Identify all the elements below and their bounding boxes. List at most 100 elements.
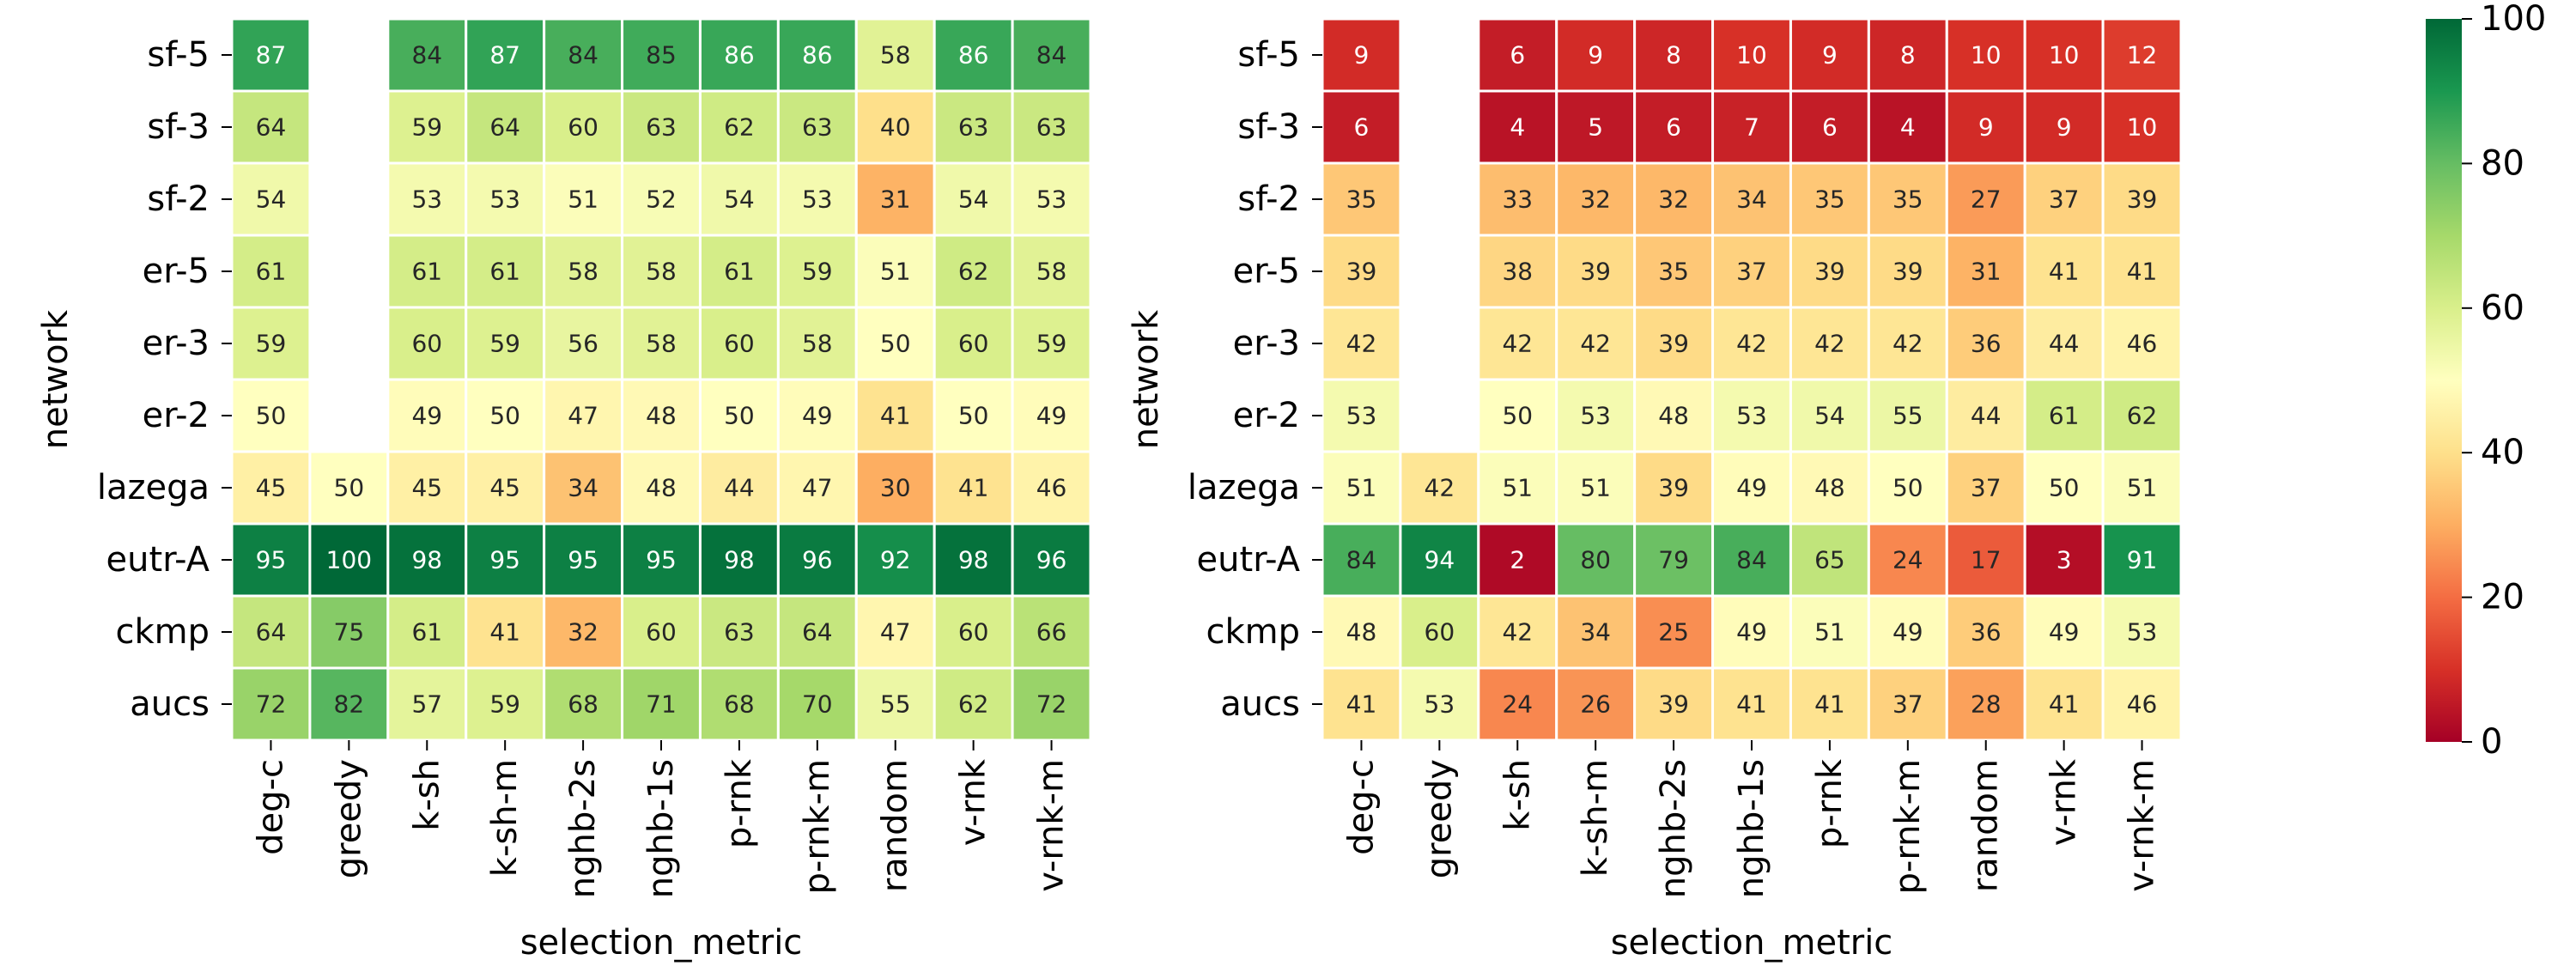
- heatmap-cell: [776, 234, 858, 309]
- cell-value-label: 4: [1510, 113, 1525, 142]
- cell-value-label: 63: [958, 113, 989, 142]
- heatmap-cell: [854, 17, 936, 93]
- heatmap-cell: [465, 666, 546, 742]
- cell-value-label: 41: [1814, 690, 1845, 719]
- heatmap-cell: [698, 378, 780, 453]
- cell-value-label: 84: [1736, 546, 1767, 574]
- heatmap-cell: [2101, 522, 2183, 598]
- cell-value-label: 39: [1658, 690, 1689, 719]
- heatmap-cell: [776, 89, 858, 165]
- cell-value-label: 51: [2127, 474, 2158, 502]
- cell-value-label: 41: [880, 402, 911, 430]
- x-tick-label: greedy: [1419, 759, 1459, 878]
- cell-value-label: 9: [1822, 41, 1838, 70]
- cell-value-label: 59: [256, 330, 287, 358]
- x-tick-label: greedy: [329, 759, 368, 878]
- cell-value-label: 35: [1658, 258, 1689, 286]
- cell-value-label: 31: [880, 185, 911, 214]
- cell-value-label: 36: [1971, 330, 2002, 358]
- cell-value-label: 42: [1425, 474, 1455, 502]
- cell-value-label: 44: [1971, 402, 2002, 430]
- cell-value-label: 39: [1580, 258, 1611, 286]
- x-tick-label: p-rnk: [720, 758, 759, 848]
- heatmap-cell: [1477, 378, 1558, 453]
- cell-value-label: 84: [1036, 41, 1067, 70]
- heatmap-cell: [1945, 522, 2026, 598]
- cell-value-label: 54: [256, 185, 287, 214]
- heatmap-cell: [1321, 17, 1402, 93]
- cell-value-label: 63: [1036, 113, 1067, 142]
- cell-value-label: 47: [568, 402, 598, 430]
- cell-value-label: 31: [1971, 258, 2002, 286]
- heatmap-cell: [1945, 594, 2026, 670]
- cell-value-label: 59: [802, 258, 833, 286]
- cell-value-label: 10: [2049, 41, 2080, 70]
- cell-value-label: 58: [1036, 258, 1067, 286]
- heatmap-cell: [1633, 666, 1715, 742]
- cell-value-label: 48: [646, 474, 677, 502]
- x-tick-label: nghb-2s: [563, 759, 603, 898]
- heatmap-cell: [698, 450, 780, 526]
- cell-value-label: 34: [1580, 618, 1611, 647]
- cell-value-label: 24: [1502, 690, 1533, 719]
- cell-value-label: 27: [1971, 185, 2002, 214]
- y-tick-label: lazega: [1188, 468, 1300, 507]
- cell-value-label: 48: [646, 402, 677, 430]
- x-tick-label: p-rnk-m: [798, 759, 837, 894]
- cell-value-label: 84: [1346, 546, 1377, 574]
- cell-value-label: 50: [724, 402, 755, 430]
- heatmap-cell: [1555, 161, 1637, 237]
- cell-value-label: 50: [1893, 474, 1923, 502]
- x-tick-label: k-sh: [1498, 759, 1537, 831]
- cell-value-label: 92: [880, 546, 911, 574]
- y-tick-label: ckmp: [1206, 612, 1300, 652]
- heatmap-cell: [2101, 234, 2183, 309]
- cell-value-label: 63: [802, 113, 833, 142]
- cell-value-label: 61: [411, 618, 442, 647]
- cell-value-label: 46: [1036, 474, 1067, 502]
- cell-value-label: 3: [2057, 546, 2072, 574]
- cell-value-label: 46: [2127, 690, 2158, 719]
- cell-value-label: 49: [1736, 618, 1767, 647]
- cell-value-label: 98: [724, 546, 755, 574]
- cell-value-label: 41: [958, 474, 989, 502]
- cell-value-label: 100: [326, 546, 372, 574]
- cell-value-label: 84: [411, 41, 442, 70]
- heatmap-cell: [1867, 666, 1948, 742]
- heatmap-cell: [2023, 234, 2105, 309]
- x-tick-label: nghb-1s: [1732, 759, 1771, 898]
- cell-value-label: 44: [2049, 330, 2080, 358]
- heatmap-cell: [621, 594, 702, 670]
- heatmap-cell: [1945, 378, 2026, 453]
- cell-value-label: 47: [802, 474, 833, 502]
- x-tick-label: k-sh-m: [1576, 759, 1615, 877]
- cell-value-label: 96: [802, 546, 833, 574]
- cell-value-label: 53: [1425, 690, 1455, 719]
- cell-value-label: 49: [1893, 618, 1923, 647]
- cell-value-label: 58: [880, 41, 911, 70]
- cell-value-label: 33: [1502, 185, 1533, 214]
- cell-value-label: 9: [1978, 113, 1994, 142]
- cell-value-label: 42: [1893, 330, 1923, 358]
- cell-value-label: 48: [1346, 618, 1377, 647]
- cell-value-label: 95: [646, 546, 677, 574]
- heatmap-cell: [230, 234, 312, 309]
- y-tick-label: sf-5: [1237, 35, 1300, 75]
- heatmap-cell: [933, 522, 1014, 598]
- cell-value-label: 64: [802, 618, 833, 647]
- cell-value-label: 50: [1502, 402, 1533, 430]
- cell-value-label: 53: [411, 185, 442, 214]
- cell-value-label: 95: [568, 546, 598, 574]
- y-tick-label: er-5: [1233, 252, 1300, 291]
- cell-value-label: 34: [568, 474, 598, 502]
- heatmap-cell: [933, 378, 1014, 453]
- cell-value-label: 60: [411, 330, 442, 358]
- cell-value-label: 64: [256, 618, 287, 647]
- heatmap-cell: [465, 522, 546, 598]
- heatmap-cell: [1945, 450, 2026, 526]
- heatmap-cell: [1555, 594, 1637, 670]
- cell-value-label: 41: [1346, 690, 1377, 719]
- y-axis-label: network: [36, 309, 76, 449]
